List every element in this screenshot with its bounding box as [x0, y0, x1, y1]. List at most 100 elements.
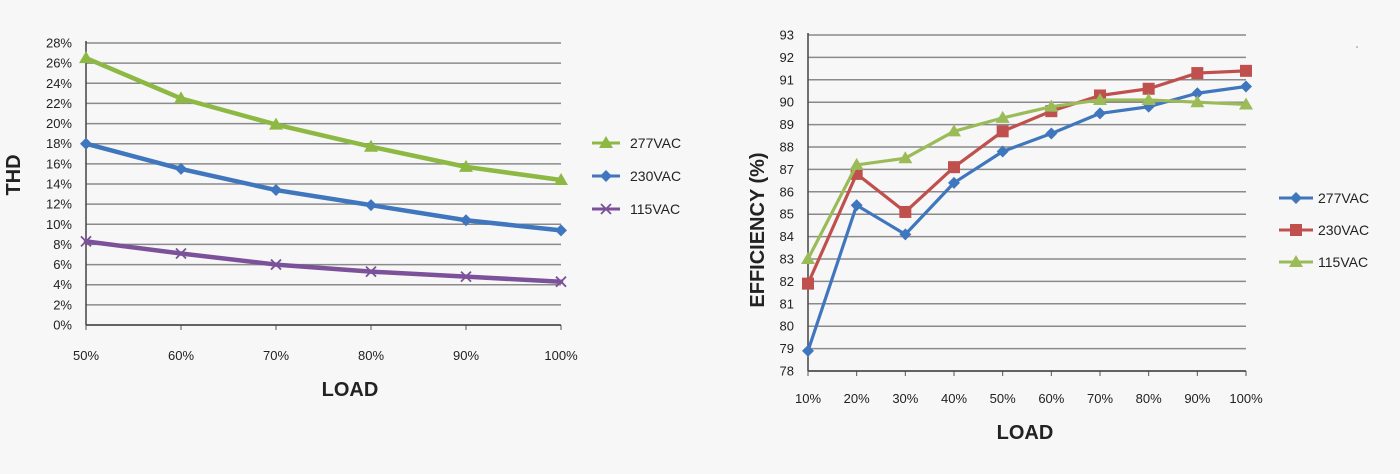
efficiency-y-tick-label: 82	[780, 274, 794, 289]
thd-series-277vac-legend-label: 277VAC	[630, 135, 681, 151]
thd-series-230vac-legend-marker	[600, 170, 612, 182]
efficiency-series-115vac-point	[1190, 95, 1205, 108]
efficiency-y-tick-label: 78	[780, 364, 794, 379]
efficiency-series-230vac-line	[806, 69, 1248, 286]
thd-x-tick-label: 100%	[544, 348, 578, 363]
thd-series-115vac-point-stroke	[270, 258, 282, 271]
thd-x-axis-title: LOAD	[322, 379, 379, 401]
efficiency-x-tick-label: 90%	[1184, 391, 1210, 406]
thd-y-tick-label: 26%	[46, 56, 72, 71]
thd-series-115vac-point-stroke	[175, 247, 187, 260]
efficiency-chart: 78 79 80 81 82 83 84 85 86 87 88 89 90 91 92 93 10% 20% 30…	[747, 28, 1369, 445]
thd-series-115vac-point	[80, 235, 92, 248]
thd-chart: 0% 2% 4% 6% 8% 10% 12% 14% 16% 18% 20% 22% 24% 26% 28%…	[3, 36, 681, 402]
thd-x-tick-label: 50%	[73, 348, 99, 363]
thd-y-tick-label: 14%	[46, 177, 72, 192]
thd-series-115vac-point-stroke	[555, 276, 567, 288]
thd-series-115vac-legend-marker	[600, 203, 612, 215]
efficiency-series-230vac-point	[1142, 82, 1155, 95]
efficiency-series-115vac-point	[1093, 92, 1107, 105]
thd-x-tick-label: 60%	[168, 348, 194, 363]
thd-series-230vac-point	[175, 162, 187, 175]
thd-y-tick-label: 4%	[53, 277, 72, 292]
thd-series-115vac-point	[270, 258, 282, 271]
efficiency-series-277vac-line	[806, 84, 1248, 353]
efficiency-series-230vac-point	[948, 161, 960, 174]
thd-series-115vac-point-stroke	[460, 271, 472, 283]
efficiency-series-115vac-point	[801, 252, 815, 264]
thd-series-115vac-point	[460, 271, 472, 283]
efficiency-series-115vac-line	[806, 98, 1248, 261]
efficiency-series-277vac-point	[1240, 80, 1252, 93]
efficiency-series-230vac-legend-marker	[1290, 224, 1302, 236]
thd-y-tick-label: 22%	[46, 96, 72, 111]
efficiency-y-tick-label: 91	[780, 72, 794, 87]
thd-series-115vac-legend-marker-stroke	[600, 203, 612, 215]
thd-series-230vac-point	[270, 184, 282, 197]
efficiency-series-277vac-point	[1191, 87, 1204, 100]
efficiency-series-277vac-point	[1045, 127, 1058, 140]
thd-series-115vac-legend-label: 115VAC	[630, 201, 680, 217]
thd-series-115vac-point	[175, 247, 187, 260]
efficiency-y-tick-label: 89	[780, 117, 794, 132]
thd-y-tick-label: 28%	[46, 36, 72, 51]
efficiency-x-tick-label: 30%	[892, 391, 918, 406]
thd-series-115vac-point	[555, 276, 567, 288]
efficiency-y-axis-title: EFFICIENCY (%)	[747, 152, 769, 307]
thd-y-tick-label: 2%	[53, 297, 72, 312]
efficiency-series-115vac-point	[1239, 97, 1253, 110]
thd-x-tick-label: 70%	[263, 348, 289, 363]
efficiency-series-230vac-point	[899, 205, 912, 218]
efficiency-series-277vac-point	[996, 145, 1009, 158]
thd-y-tick-label: 10%	[46, 217, 72, 232]
efficiency-series-230vac-point	[802, 277, 814, 290]
efficiency-series-115vac-legend-marker	[1289, 255, 1303, 267]
efficiency-y-tick-label: 81	[780, 296, 794, 311]
efficiency-x-tick-label: 100%	[1229, 391, 1263, 406]
efficiency-series-115vac-point	[995, 110, 1010, 123]
efficiency-y-tick-label: 88	[780, 140, 794, 155]
efficiency-series-277vac-legend-marker	[1290, 192, 1302, 204]
thd-series-277vac-point	[269, 117, 283, 130]
efficiency-series-115vac-point	[849, 157, 864, 170]
efficiency-x-tick-label: 70%	[1087, 391, 1113, 406]
thd-series-277vac-point	[79, 51, 93, 64]
thd-y-tick-label: 12%	[46, 197, 72, 212]
efficiency-series-115vac-point	[947, 124, 961, 137]
thd-series-230vac-point	[80, 137, 92, 150]
efficiency-series-230vac-legend-label: 230VAC	[1318, 222, 1369, 238]
thd-series-230vac-line	[83, 141, 564, 233]
thd-series-277vac-line	[83, 55, 564, 183]
thd-y-tick-label: 18%	[46, 136, 72, 151]
thd-x-tick-label: 90%	[453, 348, 479, 363]
efficiency-y-tick-label: 93	[780, 28, 794, 43]
efficiency-x-tick-label: 10%	[795, 391, 821, 406]
thd-series-115vac-line	[83, 239, 564, 284]
efficiency-series-230vac-point	[1240, 64, 1252, 77]
thd-y-tick-label: 6%	[53, 257, 72, 272]
efficiency-series-115vac-point	[1044, 99, 1059, 112]
thd-y-tick-label: 8%	[53, 237, 72, 252]
efficiency-series-115vac-legend-label: 115VAC	[1318, 254, 1368, 270]
efficiency-x-axis-title: LOAD	[997, 422, 1054, 444]
efficiency-y-tick-label: 79	[780, 341, 794, 356]
thd-y-tick-label: 0%	[53, 318, 72, 333]
efficiency-series-277vac-point	[802, 344, 814, 357]
efficiency-series-230vac-point	[996, 125, 1009, 138]
efficiency-x-tick-label: 60%	[1038, 391, 1064, 406]
thd-series-115vac-point-stroke	[80, 235, 92, 248]
thd-series-230vac-point	[365, 199, 377, 212]
thd-series-230vac-legend-label: 230VAC	[630, 168, 681, 184]
efficiency-series-277vac-point	[899, 228, 912, 241]
thd-series-230vac-point	[555, 224, 567, 237]
thd-x-tick-label: 80%	[358, 348, 384, 363]
efficiency-y-tick-label: 85	[780, 207, 794, 222]
efficiency-y-tick-label: 84	[780, 229, 794, 244]
efficiency-x-tick-label: 50%	[990, 391, 1016, 406]
efficiency-series-277vac-point	[850, 199, 863, 212]
efficiency-x-tick-label: 20%	[844, 391, 870, 406]
thd-series-115vac-point-stroke	[365, 265, 377, 278]
thd-y-axis-title: THD	[3, 154, 25, 195]
